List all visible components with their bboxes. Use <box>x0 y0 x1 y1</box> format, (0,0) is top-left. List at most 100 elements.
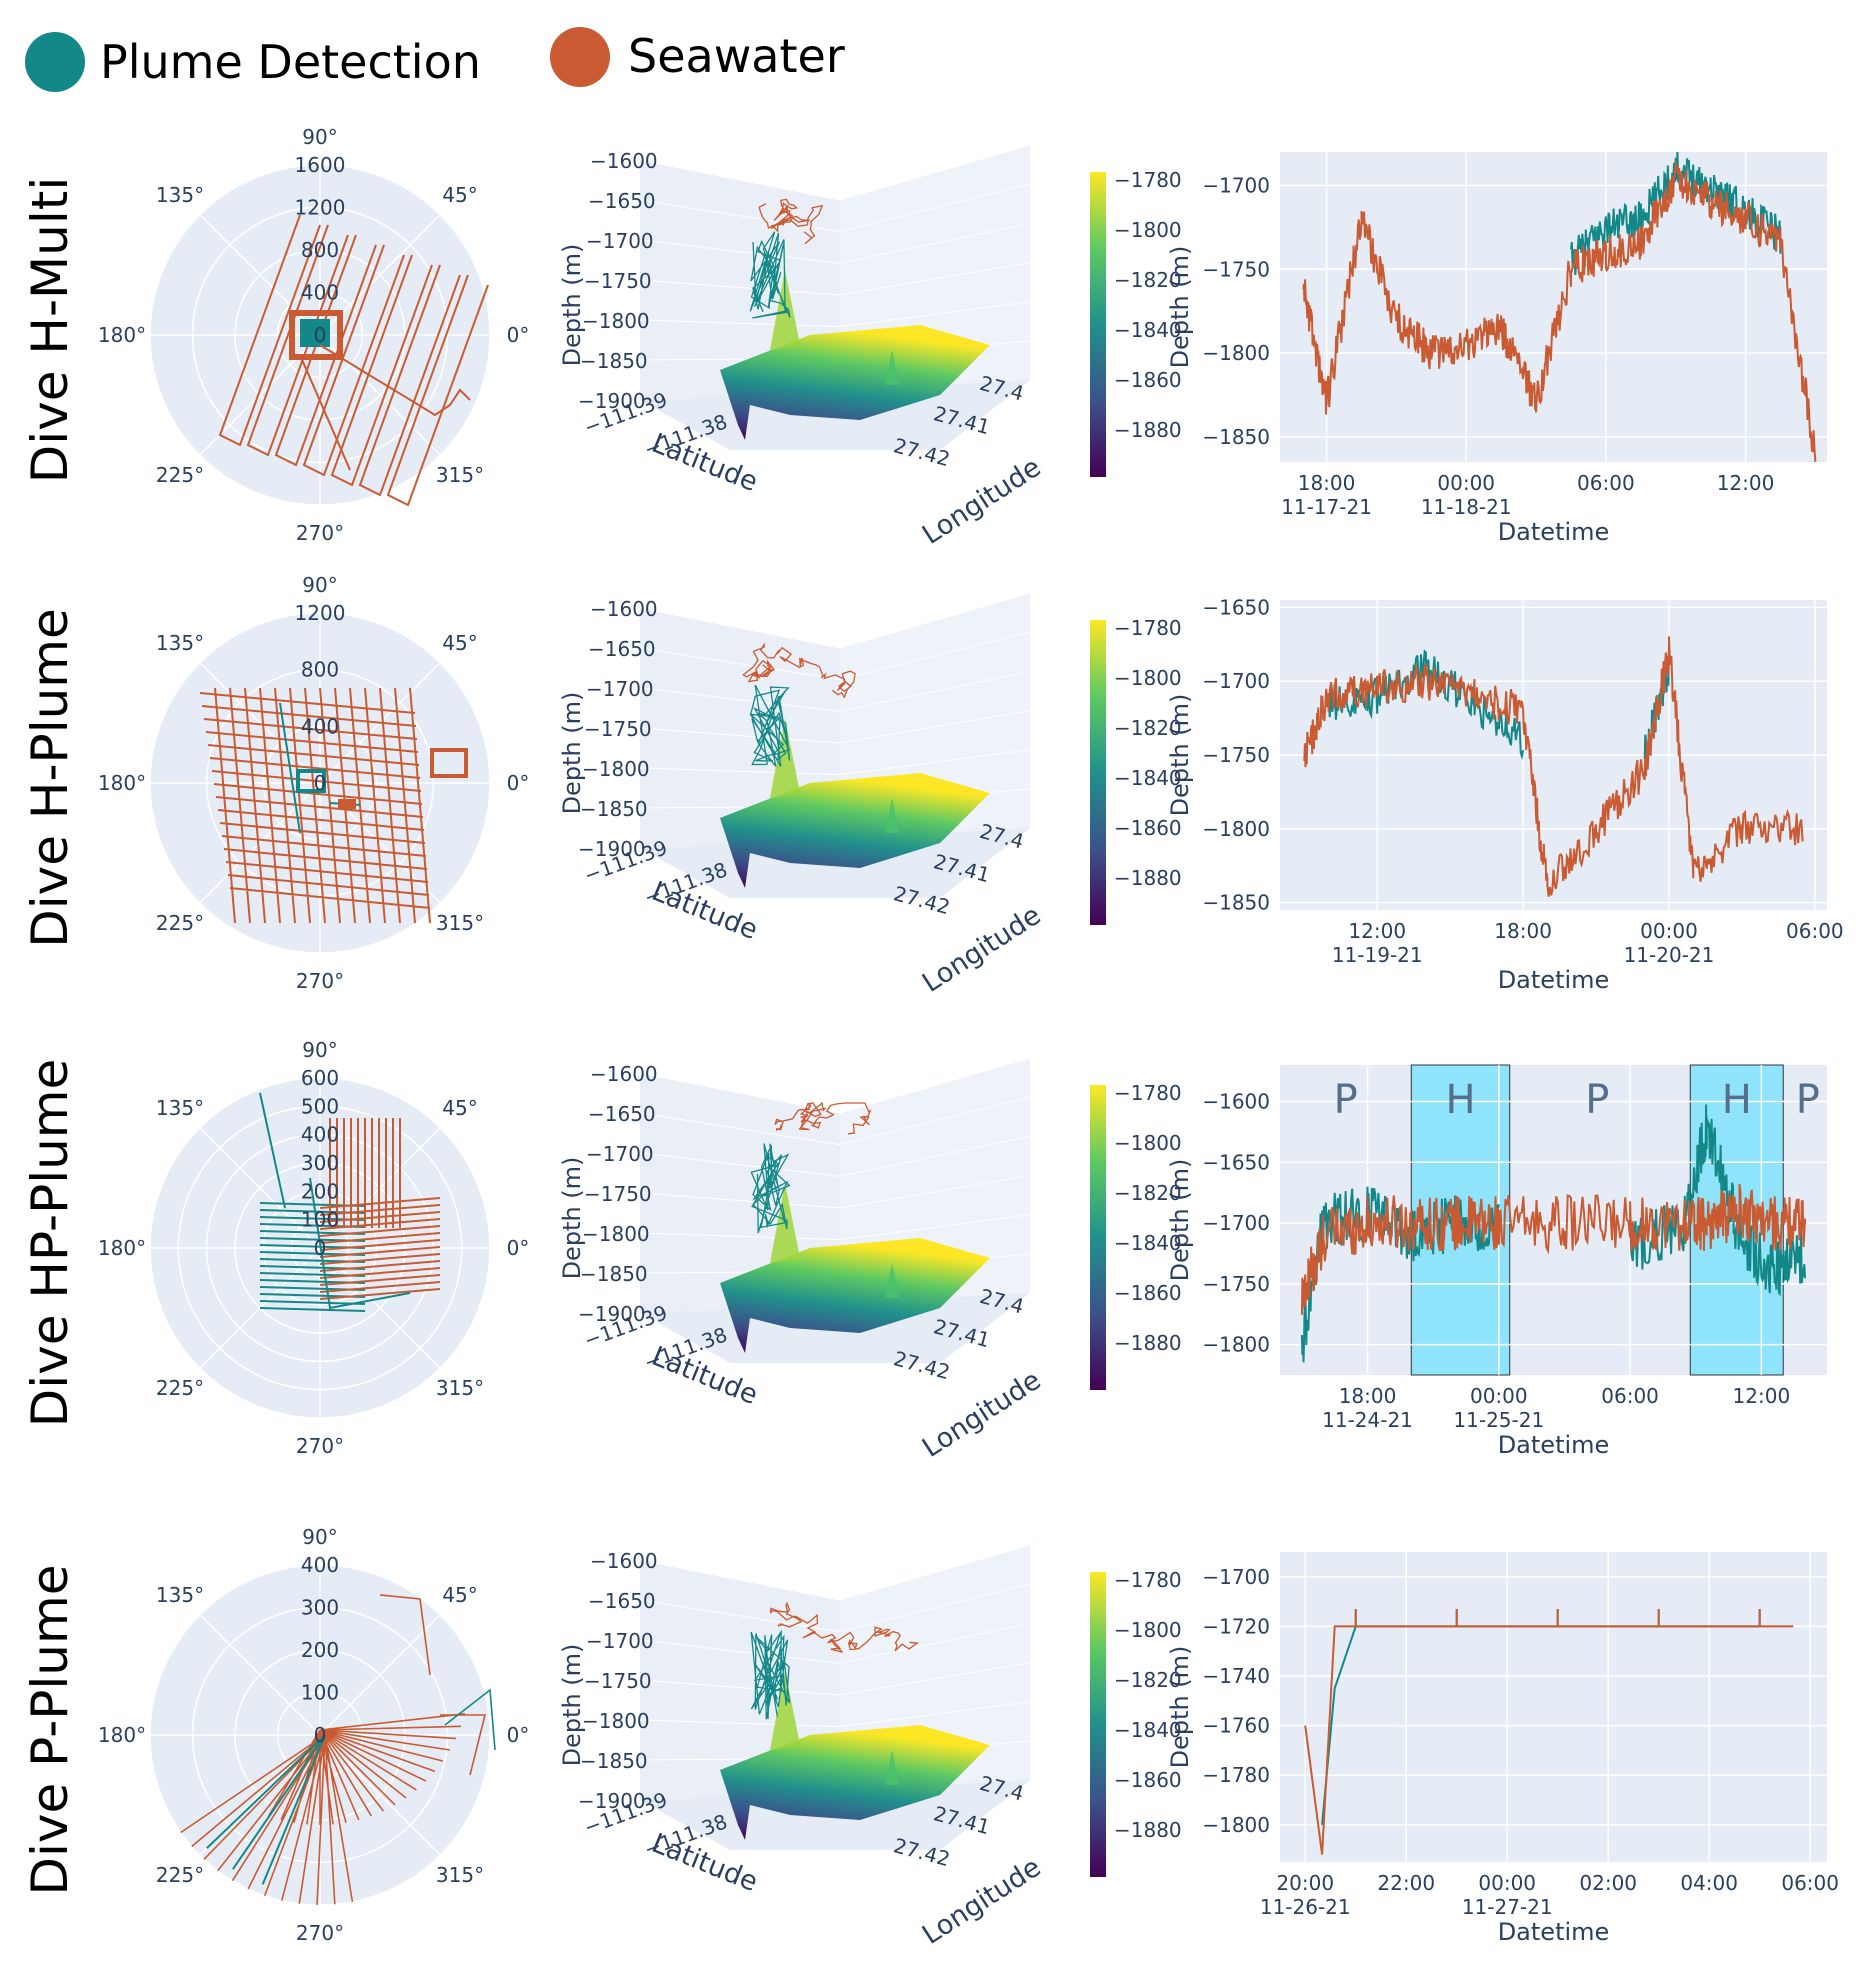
polar-angle-tick: 45° <box>442 1096 477 1120</box>
surface-grid-line <box>839 1057 1031 1114</box>
polar-track-seawater <box>199 687 431 924</box>
timeseries-x-date: 11-27-21 <box>1462 1895 1553 1919</box>
surface-terrain <box>720 325 990 440</box>
surface-z-tick: −1850 <box>580 349 648 373</box>
colorbar-tick: −1880 <box>1114 418 1182 442</box>
timeseries-x-tick: 18:00 <box>1339 1384 1397 1408</box>
timeseries-x-tick: 00:00 <box>1437 471 1495 495</box>
surface-grid-line <box>839 1622 1031 1664</box>
surface-z-tick: −1800 <box>582 309 650 333</box>
timeseries-line-seawater <box>1300 1183 1807 1315</box>
surface-grid-line <box>639 279 841 296</box>
surface-peak <box>885 798 900 833</box>
surface-plot: −1600 −1650 −1700 −1750 −1800 −1850 −1900 Depth… <box>558 144 1182 551</box>
polar-angle-tick: 270° <box>296 1434 344 1458</box>
band-label: H <box>1722 1077 1752 1123</box>
surface-z-tick: −1650 <box>588 637 656 661</box>
timeseries-x-tick: 00:00 <box>1478 1871 1536 1895</box>
surface-grid-line <box>839 1544 1031 1601</box>
surface-z-tick: −1650 <box>588 1102 656 1126</box>
timeseries-y-tick: −1750 <box>1202 257 1270 281</box>
colorbar-tick: −1820 <box>1114 1181 1182 1205</box>
row-label: Dive HP-Plume <box>21 1059 79 1428</box>
surface-z-tick: −1750 <box>584 717 652 741</box>
surface-z-tick: −1900 <box>578 1302 646 1326</box>
timeseries-x-title: Datetime <box>1498 518 1610 546</box>
timeseries-y-title: Depth (m) <box>1166 246 1194 369</box>
polar-track-plume <box>206 1734 326 1885</box>
legend-label-plume: Plume Detection <box>100 35 481 89</box>
colorbar-tick: −1860 <box>1114 816 1182 840</box>
polar-radial-tick: 0 <box>314 1723 327 1747</box>
surface-z-tick: −1750 <box>584 1669 652 1693</box>
timeseries-x-tick: 06:00 <box>1781 1871 1839 1895</box>
polar-radial-tick: 0 <box>314 323 327 347</box>
timeseries-x-tick: 18:00 <box>1298 471 1356 495</box>
surface-grid-line <box>639 159 841 201</box>
surface-grid-line <box>839 183 1031 233</box>
timeseries-x-tick: 06:00 <box>1601 1384 1659 1408</box>
surface-grid-line <box>839 592 1031 649</box>
legend: Plume Detection Seawater <box>25 27 845 92</box>
polar-track-seawater <box>379 1594 487 1776</box>
timeseries-y-tick: −1750 <box>1202 1272 1270 1296</box>
timeseries-y-tick: −1850 <box>1202 891 1270 915</box>
colorbar-tick: −1780 <box>1114 1081 1182 1105</box>
surface-peak <box>885 350 900 385</box>
timeseries-x-date: 11-26-21 <box>1260 1895 1351 1919</box>
polar-angle-tick: 225° <box>156 463 204 487</box>
timeseries-x-title: Datetime <box>1498 1431 1610 1459</box>
surface-z-tick: −1900 <box>578 837 646 861</box>
timeseries-y-tick: −1600 <box>1202 1089 1270 1113</box>
surface-z-title: Depth (m) <box>558 692 586 815</box>
timeseries-y-tick: −1720 <box>1202 1614 1270 1638</box>
timeseries-y-tick: −1650 <box>1202 1150 1270 1174</box>
colorbar-tick: −1860 <box>1114 1281 1182 1305</box>
surface-grid-line <box>639 1639 841 1664</box>
polar-plot: 0 400 800 1200 1600 90° 45° 0° 315° 270° 225° 180° 1… <box>98 125 529 545</box>
polar-angle-tick: 225° <box>156 911 204 935</box>
surface-z-tick: −1600 <box>590 1549 658 1573</box>
polar-radial-tick: 400 <box>301 281 339 305</box>
polar-track <box>180 1594 496 1906</box>
polar-angle-tick: 180° <box>98 1236 146 1260</box>
surface-grid-line <box>639 199 841 233</box>
colorbar-tick: −1800 <box>1114 218 1182 242</box>
dive-row: Dive H-Multi 0 400 800 1200 1600 90° 45° 0° 315° 2… <box>21 125 1827 551</box>
surface-terrain <box>720 773 990 888</box>
timeseries-x-date: 11-19-21 <box>1332 943 1423 967</box>
polar-plot: 0 400 800 1200 90° 45° 0° 315° 270° 225° 180° 135° <box>98 573 529 993</box>
dive-row: Dive H-Plume 0 400 800 1200 90° 45° 0° 315° 270° 2… <box>21 573 1844 999</box>
timeseries-x-tick: 06:00 <box>1577 471 1635 495</box>
polar-angle-tick: 315° <box>436 911 484 935</box>
polar-radial-tick: 800 <box>301 238 339 262</box>
row-label: Dive H-Plume <box>21 608 79 947</box>
timeseries-series-group <box>1302 152 1817 462</box>
polar-track-plume <box>444 1688 496 1751</box>
polar-track-seawater <box>319 344 471 417</box>
polar-angle-tick: 315° <box>436 463 484 487</box>
colorbar <box>1090 1085 1106 1390</box>
polar-angle-tick: 225° <box>156 1863 204 1887</box>
polar-grid-spoke <box>199 1614 321 1736</box>
polar-track-seawater <box>299 354 351 471</box>
polar-radial-tick: 1200 <box>295 601 346 625</box>
polar-angle-tick: 45° <box>442 183 477 207</box>
row-label: Dive H-Multi <box>21 177 79 484</box>
surface-grid-line <box>639 1719 841 1728</box>
polar-grid-spoke <box>199 1127 321 1249</box>
polar-track-seawater <box>430 748 468 778</box>
surface-z-tick: −1850 <box>580 797 648 821</box>
surface-grid-line <box>839 1662 1031 1696</box>
surface-grid-line <box>839 670 1031 712</box>
timeseries-x-tick: 12:00 <box>1717 471 1775 495</box>
surface-z-tick: −1800 <box>582 1709 650 1733</box>
timeseries-x-tick: 12:00 <box>1348 919 1406 943</box>
surface-grid-line <box>839 1175 1031 1209</box>
surface-grid-line <box>839 222 1031 264</box>
polar-radial-tick: 1600 <box>295 153 346 177</box>
polar-angle-tick: 315° <box>436 1376 484 1400</box>
